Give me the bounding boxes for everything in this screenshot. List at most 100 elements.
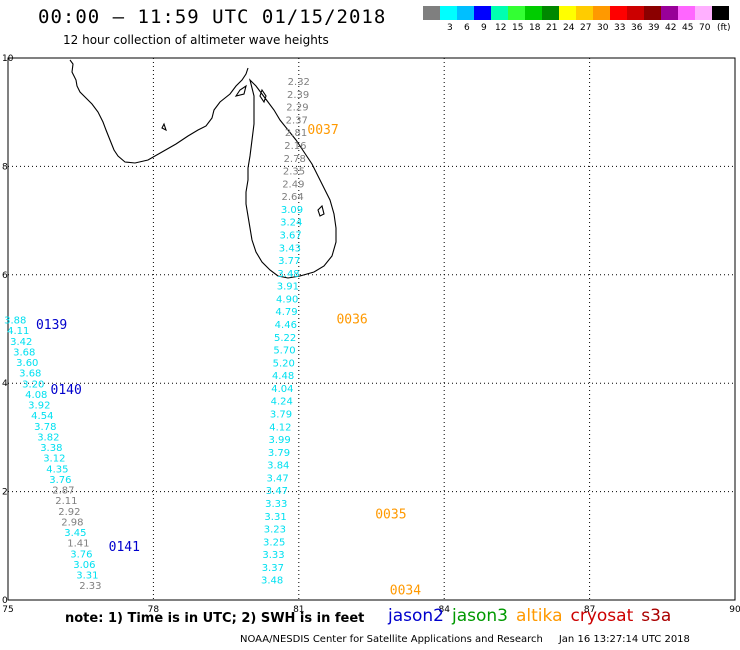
wave-height-label: 3.42	[10, 337, 32, 348]
orbit-pass-label: 0141	[109, 540, 140, 555]
wave-height-label: 3.76	[70, 549, 92, 560]
legend-label: 33	[614, 23, 626, 33]
wave-height-label: 4.46	[275, 320, 297, 331]
orbit-pass-label: 0036	[336, 313, 367, 328]
wave-height-label: 4.04	[271, 384, 293, 395]
wave-height-label: 3.47	[266, 473, 288, 484]
wave-height-label: 3.43	[279, 243, 301, 254]
legend-label: 70	[699, 23, 711, 33]
wave-height-label: 3.20	[22, 379, 44, 390]
lat-tick-label: 0	[2, 596, 8, 606]
map-grid: 75 78 81 84 87 90 0 2 4 6 8 10	[2, 54, 740, 615]
orbit-pass-label: 0034	[390, 584, 421, 599]
legend-swatch	[661, 6, 678, 20]
lat-tick-label: 4	[2, 379, 8, 389]
wave-height-label: 5.22	[274, 333, 296, 344]
satellite-jason2: jason2	[388, 606, 444, 626]
orbit-pass-label: 0140	[51, 383, 82, 398]
legend-swatch	[576, 6, 593, 20]
legend-swatch	[593, 6, 610, 20]
wave-height-label: 3.68	[13, 347, 35, 358]
wave-height-label: 2.87	[52, 486, 74, 497]
lat-tick-label: 10	[2, 54, 14, 64]
legend-swatch	[440, 6, 457, 20]
legend-label: 42	[665, 23, 677, 33]
satellite-legend: jason2 jason3 altika cryosat s3a	[388, 606, 679, 626]
wave-height-label: 3.06	[73, 560, 95, 571]
lon-tick-label: 81	[293, 605, 304, 615]
wave-height-label: 3.99	[269, 435, 291, 446]
lon-tick-label: 84	[438, 605, 450, 615]
wave-height-label: 2.49	[282, 179, 304, 190]
wave-height-label: 3.91	[277, 282, 299, 293]
legend-swatch	[508, 6, 525, 20]
wave-height-label: 2.16	[284, 141, 306, 152]
lat-tick-label: 6	[2, 271, 8, 281]
wave-height-label: 2.29	[286, 103, 308, 114]
legend-swatch	[525, 6, 542, 20]
wave-height-label: 3.23	[264, 525, 286, 536]
wave-height-label: 2.32	[288, 77, 310, 88]
wave-height-label: 3.37	[262, 563, 284, 574]
map-note: note: 1) Time is in UTC; 2) SWH is in fe…	[65, 611, 365, 626]
map-title: 00:00 – 11:59 UTC 01/15/2018	[38, 6, 387, 28]
footer-org: NOAA/NESDIS Center for Satellite Applica…	[240, 634, 543, 645]
wave-height-label: 4.24	[271, 397, 293, 408]
wave-height-label: 5.20	[273, 358, 295, 369]
lat-tick-label: 8	[2, 162, 8, 172]
wave-height-label: 3.79	[270, 410, 292, 421]
wave-height-label: 3.76	[49, 475, 71, 486]
legend-swatch	[627, 6, 644, 20]
wave-height-label: 3.82	[37, 432, 59, 443]
orbit-pass-label: 0139	[36, 318, 67, 333]
wave-height-label: 1.41	[67, 539, 89, 550]
wave-height-label: 4.79	[275, 307, 297, 318]
wave-height-label: 3.68	[19, 369, 41, 380]
wave-height-label: 2.39	[287, 90, 309, 101]
wave-height-label: 3.88	[4, 316, 26, 327]
lat-tick-label: 2	[2, 488, 8, 498]
legend-swatch	[695, 6, 712, 20]
wave-height-label: 3.67	[279, 231, 301, 242]
wave-height-label: 2.78	[284, 154, 306, 165]
map-subtitle: 12 hour collection of altimeter wave hei…	[63, 33, 329, 47]
wave-height-label: 4.35	[46, 464, 68, 475]
wave-height-label: 2.33	[79, 581, 101, 592]
wave-height-label: 3.48	[261, 576, 283, 587]
wave-height-label: 2.98	[61, 517, 83, 528]
wave-height-label: 3.47	[266, 486, 288, 497]
wave-height-label: 3.38	[40, 443, 62, 454]
wave-height-label: 4.08	[25, 390, 47, 401]
wave-height-color-legend	[423, 6, 729, 20]
legend-label: 24	[563, 23, 575, 33]
wave-height-label: 4.90	[276, 294, 298, 305]
wave-height-label: 3.45	[64, 528, 86, 539]
wave-height-label: 2.81	[285, 128, 307, 139]
wave-height-label: 3.33	[262, 550, 284, 561]
sri-lanka-india-coastline	[69, 59, 337, 279]
map-frame	[7, 57, 736, 601]
legend-swatch	[644, 6, 661, 20]
legend-label: 12	[495, 23, 507, 33]
legend-label: 9	[481, 23, 487, 33]
legend-label: 21	[546, 23, 558, 33]
wave-height-label: 4.54	[31, 411, 53, 422]
lon-tick-label: 75	[2, 605, 13, 615]
wave-height-label: 2.11	[55, 496, 77, 507]
wave-height-label: 4.12	[269, 422, 291, 433]
wave-height-label: 4.48	[272, 371, 294, 382]
wave-height-label: 4.11	[7, 326, 29, 337]
wave-height-label: 3.79	[268, 448, 290, 459]
lon-tick-label: 78	[148, 605, 160, 615]
legend-label: 27	[580, 23, 592, 33]
legend-label: 45	[682, 23, 694, 33]
wave-height-label: 3.60	[16, 358, 38, 369]
legend-swatch	[678, 6, 695, 20]
satellite-cryosat: cryosat	[570, 606, 634, 626]
satellite-altika: altika	[516, 606, 563, 626]
wave-height-label: 3.31	[264, 512, 286, 523]
orbit-pass-label: 0037	[307, 123, 338, 138]
orbit-pass-label: 0035	[375, 508, 406, 523]
legend-label: 18	[529, 23, 541, 33]
